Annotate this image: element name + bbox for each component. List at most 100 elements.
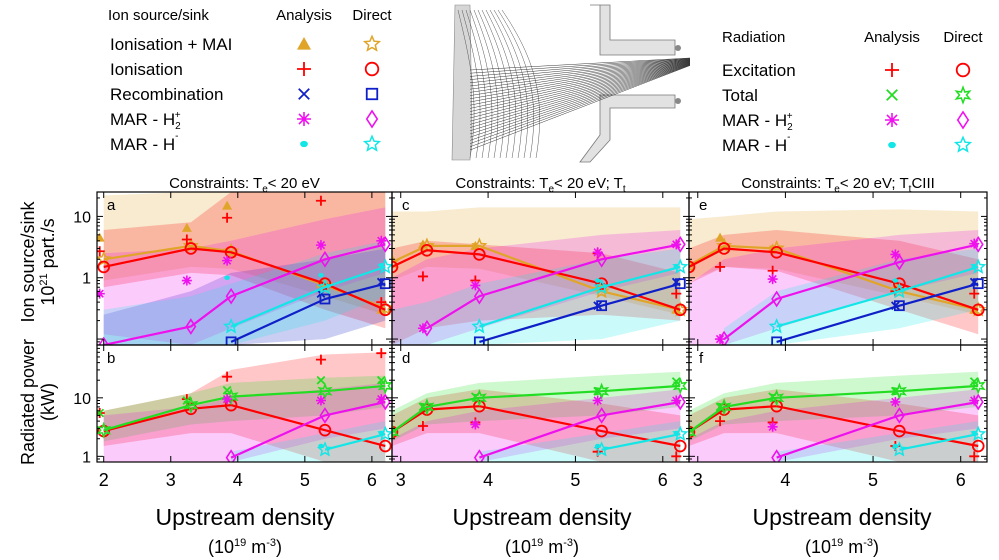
panel-e: e — [688, 191, 988, 346]
legend-title: Radiation — [722, 29, 785, 46]
magnetic-field-line — [469, 61, 691, 106]
legend-marker-direct — [365, 109, 379, 129]
analysis-point — [316, 375, 326, 385]
magnetic-field-line — [469, 62, 691, 122]
direct-point — [718, 330, 730, 345]
analysis-point — [318, 443, 324, 449]
analysis-point — [715, 334, 726, 345]
analysis-point — [671, 377, 681, 386]
series-line — [776, 400, 979, 459]
analysis-point — [417, 271, 428, 282]
uncertainty-band — [689, 230, 979, 345]
analysis-point — [417, 420, 428, 431]
x-tick-label: 4 — [780, 470, 790, 490]
analysis-point — [315, 195, 326, 206]
analysis-point — [376, 394, 387, 405]
series-mar-h- — [768, 258, 987, 334]
uncertainty-band — [392, 240, 681, 345]
x-tick-label: 2 — [99, 470, 109, 490]
magnetic-field-line — [469, 60, 691, 100]
series-line — [899, 433, 979, 451]
analysis-point — [892, 443, 899, 449]
uncertainty-band — [103, 192, 386, 329]
analysis-point — [315, 395, 326, 406]
analysis-point — [767, 421, 778, 432]
legend-marker-analysis — [300, 140, 308, 148]
analysis-point — [767, 274, 778, 285]
direct-point — [473, 399, 486, 413]
legend-marker-direct — [953, 135, 973, 153]
series-line — [689, 384, 979, 433]
x-tick-label: 3 — [693, 470, 703, 490]
series-mar-h2- — [767, 393, 984, 462]
analysis-point — [971, 264, 977, 270]
y-axis-label-bottom: Radiated power — [18, 339, 38, 465]
uncertainty-band — [103, 382, 386, 462]
analysis-point — [470, 280, 481, 291]
uncertainty-band — [392, 207, 681, 315]
panel-letter: f — [699, 350, 704, 367]
legend-marker-analysis — [297, 62, 311, 76]
panel-letter: e — [699, 197, 707, 214]
direct-point — [768, 317, 785, 334]
magnetic-field-line — [469, 60, 691, 96]
series-line — [689, 247, 979, 311]
analysis-point — [592, 247, 603, 258]
magnetic-field-line — [469, 62, 691, 125]
analysis-point — [376, 235, 387, 246]
analysis-point — [181, 234, 192, 245]
analysis-point — [97, 288, 105, 299]
legend-marker-analysis — [298, 88, 310, 100]
analysis-point — [715, 402, 725, 412]
legend-marker-direct — [365, 87, 379, 101]
legend-marker-direct — [954, 85, 972, 105]
analysis-point — [673, 430, 680, 436]
series-line — [776, 265, 979, 328]
direct-point — [771, 449, 783, 462]
uncertainty-band — [689, 389, 979, 462]
analysis-point — [969, 277, 979, 287]
magnetic-field-line — [469, 63, 691, 128]
panel-b: b 1 10 2 3 4 5 6 — [73, 344, 393, 490]
direct-point — [318, 423, 332, 437]
series-mar-h2- — [470, 393, 686, 462]
legend-col-analysis: Analysis — [864, 29, 920, 46]
direct-point — [716, 398, 732, 416]
direct-point — [674, 236, 686, 253]
direct-point — [318, 277, 332, 290]
analysis-point — [222, 212, 233, 223]
uncertainty-band — [392, 371, 681, 442]
series-total — [689, 377, 986, 441]
analysis-point — [97, 246, 105, 257]
direct-point — [378, 439, 392, 453]
direct-point — [98, 336, 110, 345]
direct-point — [473, 336, 485, 345]
analysis-point — [892, 278, 899, 283]
series-recombination — [771, 277, 984, 345]
analysis-point — [715, 416, 726, 427]
magnetic-field-line — [469, 61, 691, 109]
direct-point — [673, 439, 687, 453]
series-mar-h- — [222, 258, 392, 334]
magnetic-field-line — [469, 61, 691, 112]
series-line — [230, 282, 386, 343]
panels: a 1 10 b 1 10 2 3 4 5 6 c d 3 4 5 6 e f 3 4 5 6 — [73, 191, 988, 490]
direct-point — [771, 290, 783, 308]
y-axis-label-top: Ion source/sink — [18, 200, 38, 322]
magnetic-field-line — [469, 57, 691, 71]
analysis-point — [181, 275, 192, 286]
series-total — [392, 377, 688, 441]
x-tick-label: 6 — [367, 470, 377, 490]
legend-marker-direct — [955, 62, 971, 78]
direct-point — [595, 277, 608, 290]
x-tick-label: 6 — [658, 470, 668, 490]
direct-point — [392, 253, 401, 269]
series-mar-h2- — [97, 235, 391, 345]
series-mar-h- — [891, 425, 987, 457]
direct-point — [689, 425, 696, 439]
x-axis-label: Upstream density — [156, 504, 335, 530]
series-line — [479, 265, 681, 328]
y-tick-label: 10 — [73, 391, 91, 408]
y-tick-label: 1 — [82, 449, 91, 466]
legend-marker-analysis — [888, 141, 896, 149]
